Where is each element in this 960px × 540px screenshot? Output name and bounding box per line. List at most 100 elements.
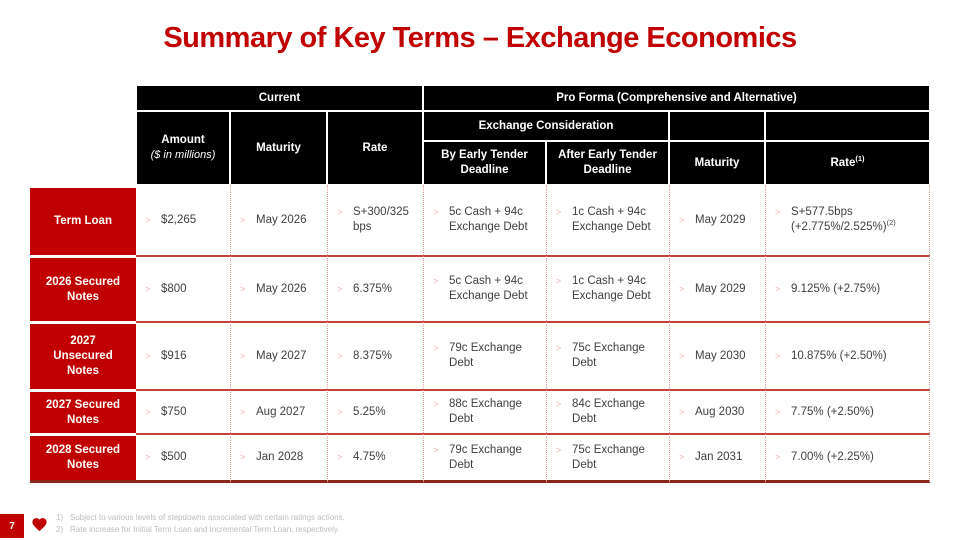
chevron-icon: > (145, 214, 151, 225)
cell-by-early-tender: >5c Cash + 94c Exchange Debt (423, 255, 547, 321)
chevron-icon: > (679, 452, 685, 462)
row-label-2027-secured-notes: 2027 Secured Notes (30, 389, 136, 433)
header-rate: Rate (327, 111, 424, 185)
header-group-row: Current Pro Forma (Comprehensive and Alt… (30, 85, 931, 111)
cell-by-early-tender: >79c Exchange Debt (423, 321, 547, 389)
table-row: 2027 Unsecured Notes > $916 > May 2027 >8.… (30, 321, 931, 389)
chevron-icon: > (337, 283, 343, 294)
chevron-icon: > (337, 452, 343, 462)
page-number-badge: 7 (0, 514, 24, 538)
header-by-early-tender: By Early Tender Deadline (423, 141, 547, 185)
cell-pf-maturity: > May 2029 (669, 255, 766, 321)
header-amount-sublabel: ($ in millions) (150, 149, 216, 161)
cell-after-early-tender: >84c Exchange Debt (546, 389, 670, 433)
chevron-icon: > (556, 343, 562, 354)
cell-pf-rate: >9.125% (+2.75%) (765, 255, 931, 321)
chevron-icon: > (433, 207, 439, 218)
header-row-lower: By Early Tender Deadline After Early Ten… (30, 141, 931, 185)
cell-by-early-tender: >79c Exchange Debt (423, 433, 547, 483)
cell-amount: > $916 (136, 321, 230, 389)
header-corner-cell (30, 85, 136, 111)
chevron-icon: > (337, 350, 343, 361)
page-number: 7 (9, 520, 15, 532)
cell-amount: > $500 (136, 433, 230, 483)
footnote-text: Subject to various levels of stepdowns a… (70, 513, 345, 522)
cell-after-early-tender: >1c Cash + 94c Exchange Debt (546, 255, 670, 321)
chevron-icon: > (433, 343, 439, 354)
header-amount: Amount ($ in millions) (136, 111, 230, 185)
chevron-icon: > (775, 350, 781, 361)
chevron-icon: > (775, 207, 781, 218)
cell-rate: >8.375% (327, 321, 424, 389)
header-corner-cell (30, 111, 136, 185)
footnote-2: 2) Rate increase for Initial Term Loan a… (56, 524, 345, 536)
chevron-icon: > (240, 214, 246, 225)
chevron-icon: > (145, 350, 151, 361)
cell-amount: > $800 (136, 255, 230, 321)
chevron-icon: > (240, 283, 246, 294)
table-row: Term Loan > $2,265 > May 2026 > S+300/325 b… (30, 185, 931, 255)
chevron-icon: > (240, 406, 246, 417)
cell-pf-rate: > S+577.5bps (+2.775%/2.525%)(2) (765, 185, 931, 255)
chevron-icon: > (337, 406, 343, 417)
footnote-ref-2: (2) (886, 218, 896, 228)
chevron-icon: > (679, 283, 685, 294)
header-group-pro-forma: Pro Forma (Comprehensive and Alternative… (423, 85, 931, 111)
chevron-icon: > (679, 406, 685, 417)
cell-maturity: > Jan 2028 (230, 433, 327, 483)
chevron-icon: > (433, 444, 439, 455)
cell-amount: > $750 (136, 389, 230, 433)
header-empty-cell (669, 111, 766, 141)
footnote-text: Rate increase for Initial Term Loan and … (70, 525, 340, 535)
header-empty-cell (765, 111, 931, 141)
table-row: 2027 Secured Notes > $750 > Aug 2027 >5.25… (30, 389, 931, 433)
footnote-1: 1) Subject to various levels of stepdown… (56, 512, 345, 524)
cell-after-early-tender: >75c Exchange Debt (546, 321, 670, 389)
chevron-icon: > (556, 444, 562, 455)
chevron-icon: > (556, 207, 562, 218)
cell-pf-maturity: > May 2029 (669, 185, 766, 255)
cell-by-early-tender: >5c Cash + 94c Exchange Debt (423, 185, 547, 255)
cell-maturity: > May 2026 (230, 255, 327, 321)
cell-by-early-tender: >88c Exchange Debt (423, 389, 547, 433)
cell-rate: >6.375% (327, 255, 424, 321)
chevron-icon: > (679, 214, 685, 225)
footnote-number: 2) (56, 525, 64, 535)
chevron-icon: > (775, 406, 781, 417)
row-label-term-loan: Term Loan (30, 185, 136, 255)
cell-after-early-tender: >75c Exchange Debt (546, 433, 670, 483)
header-pf-maturity: Maturity (669, 141, 766, 185)
header-row-upper: Amount ($ in millions) Maturity Rate Exc… (30, 111, 931, 185)
cell-rate: >4.75% (327, 433, 424, 483)
chevron-icon: > (145, 406, 151, 417)
header-after-early-tender: After Early Tender Deadline (546, 141, 670, 185)
chevron-icon: > (679, 350, 685, 361)
cell-pf-maturity: > Jan 2031 (669, 433, 766, 483)
iheart-logo-icon (31, 516, 48, 533)
cell-after-early-tender: >1c Cash + 94c Exchange Debt (546, 185, 670, 255)
chevron-icon: > (433, 276, 439, 287)
cell-pf-rate: >7.75% (+2.50%) (765, 389, 931, 433)
cell-rate: > S+300/325 bps (327, 185, 424, 255)
page-title: Summary of Key Terms – Exchange Economic… (163, 22, 797, 54)
row-label-2026-secured-notes: 2026 Secured Notes (30, 255, 136, 321)
cell-pf-rate: >10.875% (+2.50%) (765, 321, 931, 389)
cell-maturity: > May 2027 (230, 321, 327, 389)
key-terms-table: Current Pro Forma (Comprehensive and Alt… (30, 85, 931, 483)
table-row: 2028 Secured Notes > $500 > Jan 2028 >4.75… (30, 433, 931, 483)
cell-maturity: > Aug 2027 (230, 389, 327, 433)
cell-rate: >5.25% (327, 389, 424, 433)
footnote-ref-1: (1) (855, 153, 865, 163)
chevron-icon: > (556, 276, 562, 287)
cell-pf-maturity: > May 2030 (669, 321, 766, 389)
chevron-icon: > (337, 207, 343, 218)
cell-maturity: > May 2026 (230, 185, 327, 255)
chevron-icon: > (240, 452, 246, 462)
cell-pf-rate: >7.00% (+2.25%) (765, 433, 931, 483)
header-exchange-consideration: Exchange Consideration (423, 111, 670, 141)
footnote-number: 1) (56, 513, 64, 522)
header-amount-label: Amount (161, 134, 205, 147)
chevron-icon: > (556, 399, 562, 410)
header-pf-rate: Rate(1) (765, 141, 931, 185)
chevron-icon: > (775, 452, 781, 462)
